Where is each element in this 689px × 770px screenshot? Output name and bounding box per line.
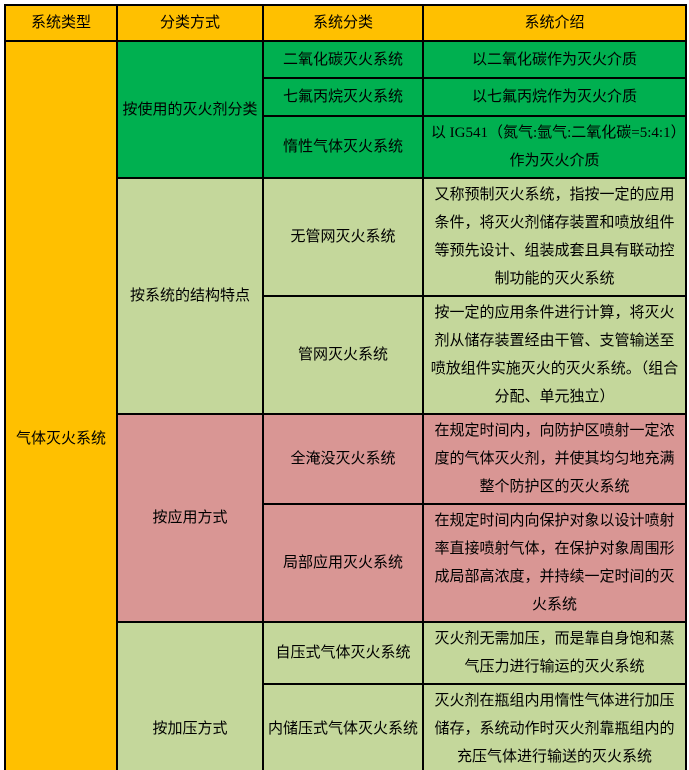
method-cell-application: 按应用方式 xyxy=(116,413,264,623)
header-system-category: 系统分类 xyxy=(262,4,424,42)
intro-cell-local-application: 在规定时间内向保护对象以设计喷射率直接喷射气体，在保护对象周围形成局部高浓度，并… xyxy=(422,503,687,623)
classification-table: 系统类型 分类方式 系统分类 系统介绍 气体灭火系统 按使用的灭火剂分类 二氧化… xyxy=(4,4,687,770)
intro-cell-total-flooding: 在规定时间内，向防护区喷射一定浓度的气体灭火剂，并使其均匀地充满整个防护区的灭火… xyxy=(422,413,687,505)
intro-cell-internal-stored-pressure: 灭火剂在瓶组内用惰性气体进行加压储存，系统动作时灭火剂靠瓶组内的充压气体进行输送… xyxy=(422,683,687,770)
header-row: 系统类型 分类方式 系统分类 系统介绍 xyxy=(4,4,687,42)
category-cell-pipe-network: 管网灭火系统 xyxy=(262,295,424,415)
category-cell-co2: 二氧化碳灭火系统 xyxy=(262,40,424,79)
table-row: 七氟丙烷灭火系统 以七氟丙烷作为灭火介质 xyxy=(5,77,687,117)
method-cell-pressurization: 按加压方式 xyxy=(116,621,264,770)
category-cell-total-flooding: 全淹没灭火系统 xyxy=(262,413,424,505)
header-system-intro: 系统介绍 xyxy=(422,4,687,42)
table-row: 按系统的结构特点 无管网灭火系统 又称预制灭火系统，指按一定的应用条件，将灭火剂… xyxy=(5,177,687,415)
category-cell-inert-gas: 惰性气体灭火系统 xyxy=(262,115,424,179)
table-row: 按应用方式 全淹没灭火系统 在规定时间内，向防护区喷射一定浓度的气体灭火剂，并使… xyxy=(5,413,687,623)
intro-cell-inert-gas: 以 IG541（氮气:氩气:二氧化碳=5:4:1）作为灭火介质 xyxy=(422,115,687,179)
header-classification-method: 分类方式 xyxy=(116,4,264,42)
intro-cell-no-pipe-network: 又称预制灭火系统，指按一定的应用条件，将灭火剂储存装置和喷放组件等预先设计、组装… xyxy=(422,177,687,297)
category-cell-self-pressurized: 自压式气体灭火系统 xyxy=(262,621,424,685)
method-cell-agent: 按使用的灭火剂分类 xyxy=(116,40,264,179)
header-system-type: 系统类型 xyxy=(4,4,118,42)
intro-cell-hfc227: 以七氟丙烷作为灭火介质 xyxy=(422,77,687,117)
category-cell-internal-stored-pressure: 内储压式气体灭火系统 xyxy=(262,683,424,770)
table-row: 惰性气体灭火系统 以 IG541（氮气:氩气:二氧化碳=5:4:1）作为灭火介质 xyxy=(5,115,687,179)
intro-cell-pipe-network: 按一定的应用条件进行计算，将灭火剂从储存装置经由干管、支管输送至喷放组件实施灭火… xyxy=(422,295,687,415)
category-cell-no-pipe-network: 无管网灭火系统 xyxy=(262,177,424,297)
intro-cell-self-pressurized: 灭火剂无需加压，而是靠自身饱和蒸气压力进行输运的灭火系统 xyxy=(422,621,687,685)
table-row: 管网灭火系统 按一定的应用条件进行计算，将灭火剂从储存装置经由干管、支管输送至喷… xyxy=(5,295,687,415)
system-type-cell: 气体灭火系统 xyxy=(4,40,118,770)
table-row: 按加压方式 自压式气体灭火系统 灭火剂无需加压，而是靠自身饱和蒸气压力进行输运的… xyxy=(5,621,687,770)
table-row: 气体灭火系统 按使用的灭火剂分类 二氧化碳灭火系统 以二氧化碳作为灭火介质 xyxy=(4,40,687,770)
table-row: 内储压式气体灭火系统 灭火剂在瓶组内用惰性气体进行加压储存，系统动作时灭火剂靠瓶… xyxy=(5,683,687,770)
intro-cell-co2: 以二氧化碳作为灭火介质 xyxy=(422,40,687,79)
category-cell-hfc227: 七氟丙烷灭火系统 xyxy=(262,77,424,117)
table-row: 局部应用灭火系统 在规定时间内向保护对象以设计喷射率直接喷射气体，在保护对象周围… xyxy=(5,503,687,623)
category-cell-local-application: 局部应用灭火系统 xyxy=(262,503,424,623)
method-cell-structure: 按系统的结构特点 xyxy=(116,177,264,415)
